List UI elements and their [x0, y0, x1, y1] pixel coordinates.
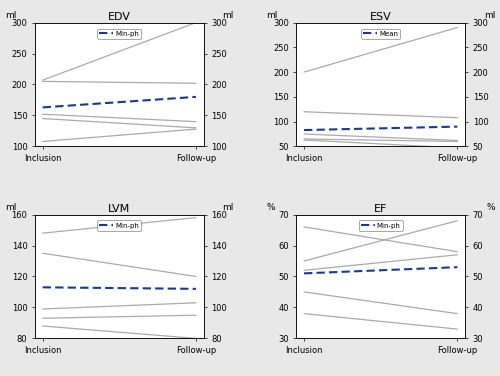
Line: Min-ph: Min-ph — [42, 287, 196, 289]
Min-ph — [336, 270, 342, 274]
Min-ph — [40, 105, 46, 110]
Mean — [330, 127, 336, 132]
Min-ph — [118, 286, 124, 290]
Min-ph — [131, 99, 137, 103]
Min-ph — [454, 265, 460, 270]
Line: Mean: Mean — [304, 127, 458, 130]
Legend: Min-ph: Min-ph — [98, 220, 142, 230]
Legend: Min-ph: Min-ph — [98, 29, 142, 39]
Text: ml: ml — [4, 203, 16, 212]
Line: Min-ph: Min-ph — [42, 97, 196, 108]
Min-ph — [69, 103, 75, 108]
Min-ph — [380, 268, 386, 273]
Min-ph — [301, 271, 307, 276]
Min-ph — [131, 286, 137, 291]
Title: LVM: LVM — [108, 204, 130, 214]
Min-ph — [193, 287, 199, 291]
Text: ml: ml — [266, 11, 278, 20]
Mean — [446, 124, 452, 129]
Text: %: % — [486, 203, 496, 212]
Min-ph — [118, 100, 124, 104]
Text: ml: ml — [222, 11, 234, 20]
Min-ph — [180, 287, 186, 291]
Min-ph — [185, 287, 191, 291]
Mean — [301, 128, 307, 132]
Mean — [336, 127, 342, 132]
Min-ph — [40, 285, 46, 290]
Mean — [454, 124, 460, 129]
Min-ph — [442, 265, 448, 270]
Min-ph — [185, 95, 191, 100]
Min-ph — [76, 285, 82, 290]
Min-ph — [76, 103, 82, 107]
Title: EF: EF — [374, 204, 388, 214]
Legend: Min-ph: Min-ph — [358, 220, 403, 230]
Min-ph — [446, 265, 452, 270]
Legend: Mean: Mean — [361, 29, 401, 39]
Text: %: % — [266, 203, 274, 212]
Mean — [380, 126, 386, 130]
Min-ph — [193, 95, 199, 99]
Min-ph — [180, 96, 186, 100]
Text: ml: ml — [484, 11, 496, 20]
Min-ph — [330, 270, 336, 274]
Min-ph — [69, 285, 75, 290]
Title: ESV: ESV — [370, 12, 392, 22]
Text: ml: ml — [222, 203, 234, 212]
Mean — [442, 124, 448, 129]
Text: ml: ml — [4, 11, 16, 20]
Title: EDV: EDV — [108, 12, 131, 22]
Mean — [392, 126, 398, 130]
Min-ph — [392, 267, 398, 272]
Line: Min-ph: Min-ph — [304, 267, 458, 273]
